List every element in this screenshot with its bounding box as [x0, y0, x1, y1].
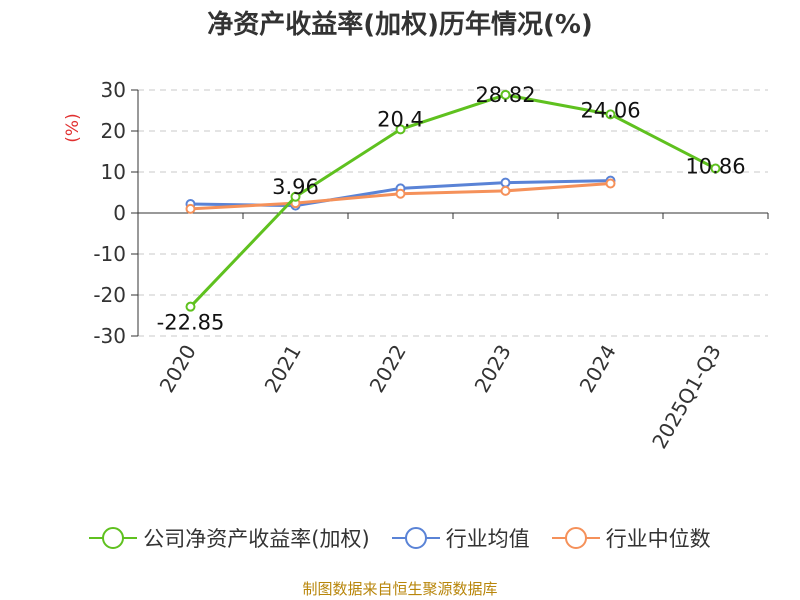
- data-label: 28.82: [475, 83, 535, 107]
- x-tick-label: 2023: [470, 341, 516, 397]
- y-tick-label: -10: [93, 242, 126, 266]
- x-tick-label: 2024: [575, 341, 621, 397]
- source-note: 制图数据来自恒生聚源数据库: [302, 580, 498, 598]
- y-tick-label: -20: [93, 283, 126, 307]
- data-label: 20.4: [377, 107, 424, 131]
- data-point: [605, 178, 616, 189]
- data-point: [500, 177, 511, 188]
- data-label: 24.06: [580, 98, 640, 122]
- grid-layer: [138, 89, 768, 337]
- data-point: [500, 89, 511, 100]
- chart-title: 净资产收益率(加权)历年情况(%): [207, 10, 593, 40]
- data-point: [185, 301, 196, 312]
- legend-item[interactable]: 公司净资产收益率(加权): [89, 523, 370, 553]
- legend-marker-icon: [551, 527, 600, 549]
- x-tick-label: 2022: [365, 341, 411, 397]
- data-label: -22.85: [157, 311, 225, 335]
- data-point: [185, 203, 196, 214]
- data-point: [605, 109, 616, 120]
- data-point: [710, 163, 721, 174]
- data-point: [500, 185, 511, 196]
- data-label: 3.96: [272, 175, 319, 199]
- y-tick-label: 10: [101, 160, 126, 184]
- data-label: 10.86: [685, 154, 745, 178]
- legend-label: 行业均值: [445, 527, 530, 551]
- y-tick-label: -30: [93, 324, 126, 348]
- y-tick-label: 0: [113, 201, 126, 225]
- x-tick-label: 2021: [260, 341, 306, 397]
- series-layer: [185, 89, 721, 312]
- legend-marker-icon: [89, 527, 138, 549]
- legend-label: 公司净资产收益率(加权): [143, 527, 370, 551]
- axis-layer: 30 20 10 0 -10 -20 -30 (%) 2020 2021 2022 2023 2024 2…: [63, 78, 769, 453]
- legend: 公司净资产收益率(加权) 行业均值 行业中位数: [0, 520, 800, 556]
- data-point: [395, 124, 406, 135]
- legend-marker-icon: [391, 527, 440, 549]
- series-line: [189, 93, 717, 308]
- y-tick-label: 20: [101, 119, 126, 143]
- y-axis-label: (%): [63, 113, 83, 142]
- legend-label: 行业中位数: [605, 527, 711, 551]
- data-point: [290, 191, 301, 202]
- data-point: [395, 188, 406, 199]
- legend-item[interactable]: 行业中位数: [551, 523, 711, 553]
- legend-item[interactable]: 行业均值: [391, 523, 530, 553]
- x-tick-label: 2020: [155, 341, 201, 397]
- data-label-layer: -22.85 3.96 20.4 28.82 24.06 10.86: [157, 83, 746, 335]
- y-tick-label: 30: [101, 78, 126, 102]
- x-tick-label: 2025Q1-Q3: [647, 341, 726, 453]
